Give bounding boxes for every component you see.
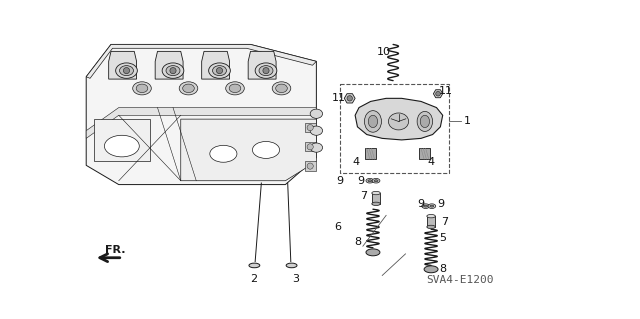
Circle shape [347, 96, 353, 101]
Circle shape [124, 68, 129, 74]
Ellipse shape [430, 205, 434, 207]
Polygon shape [433, 90, 443, 98]
Bar [340, 85, 449, 173]
Ellipse shape [226, 82, 244, 95]
Ellipse shape [427, 225, 435, 229]
Polygon shape [86, 44, 316, 185]
Ellipse shape [374, 180, 378, 182]
Text: 10: 10 [377, 47, 391, 57]
Text: 9: 9 [357, 176, 364, 186]
Ellipse shape [427, 214, 435, 218]
Ellipse shape [116, 63, 138, 78]
Ellipse shape [310, 126, 323, 135]
Polygon shape [202, 51, 230, 79]
Ellipse shape [422, 204, 429, 208]
Circle shape [216, 68, 223, 74]
Text: 5: 5 [439, 234, 446, 243]
Bar [305, 142, 316, 152]
Ellipse shape [104, 135, 140, 157]
Polygon shape [180, 119, 316, 181]
Bar [372, 193, 380, 204]
Ellipse shape [420, 115, 429, 128]
Ellipse shape [310, 109, 323, 118]
Ellipse shape [388, 113, 408, 130]
Ellipse shape [424, 266, 438, 273]
Circle shape [263, 68, 269, 74]
Ellipse shape [162, 63, 184, 78]
Polygon shape [86, 44, 316, 78]
Ellipse shape [366, 249, 380, 256]
Text: 8: 8 [439, 264, 446, 274]
Bar [305, 161, 316, 171]
Ellipse shape [259, 66, 273, 76]
Ellipse shape [307, 163, 313, 169]
Ellipse shape [286, 263, 297, 268]
Bar [305, 123, 316, 132]
Ellipse shape [368, 115, 378, 128]
Ellipse shape [272, 82, 291, 95]
Polygon shape [109, 51, 136, 79]
Bar [365, 148, 376, 159]
Text: 4: 4 [428, 157, 435, 167]
Ellipse shape [210, 145, 237, 162]
Ellipse shape [307, 124, 313, 131]
Ellipse shape [372, 191, 380, 195]
Text: 7: 7 [360, 191, 367, 201]
Ellipse shape [366, 178, 374, 183]
Text: 11: 11 [439, 85, 453, 96]
Ellipse shape [368, 180, 372, 182]
Ellipse shape [212, 66, 227, 76]
Ellipse shape [252, 141, 280, 159]
Text: 9: 9 [336, 176, 343, 186]
Text: 6: 6 [335, 222, 342, 232]
Ellipse shape [182, 84, 195, 93]
Ellipse shape [209, 63, 230, 78]
Ellipse shape [249, 263, 260, 268]
Ellipse shape [229, 84, 241, 93]
Bar [427, 216, 435, 227]
Ellipse shape [179, 82, 198, 95]
Ellipse shape [255, 63, 277, 78]
Text: 7: 7 [441, 217, 448, 226]
Ellipse shape [417, 111, 433, 131]
Ellipse shape [136, 84, 148, 93]
Ellipse shape [166, 66, 180, 76]
Text: 3: 3 [292, 274, 299, 284]
Text: 1: 1 [464, 116, 471, 126]
Ellipse shape [307, 144, 313, 150]
Polygon shape [86, 108, 316, 138]
Polygon shape [344, 94, 355, 103]
Bar [419, 148, 430, 159]
Polygon shape [248, 51, 276, 79]
Ellipse shape [372, 202, 380, 205]
Ellipse shape [372, 178, 380, 183]
Text: 11: 11 [332, 93, 346, 103]
Text: FR.: FR. [105, 245, 125, 256]
Text: 9: 9 [417, 199, 424, 209]
Text: 9: 9 [438, 199, 445, 209]
Ellipse shape [424, 205, 428, 207]
Text: 4: 4 [353, 157, 360, 167]
Ellipse shape [120, 66, 134, 76]
Ellipse shape [276, 84, 287, 93]
Text: 8: 8 [354, 237, 361, 247]
Polygon shape [155, 51, 183, 79]
Text: SVA4-E1200: SVA4-E1200 [426, 275, 493, 286]
Ellipse shape [364, 111, 381, 132]
Text: 2: 2 [250, 274, 257, 284]
Circle shape [436, 92, 440, 96]
Circle shape [170, 68, 176, 74]
Ellipse shape [310, 143, 323, 152]
Ellipse shape [132, 82, 151, 95]
Polygon shape [355, 98, 443, 140]
Ellipse shape [428, 204, 436, 208]
Polygon shape [94, 119, 150, 161]
